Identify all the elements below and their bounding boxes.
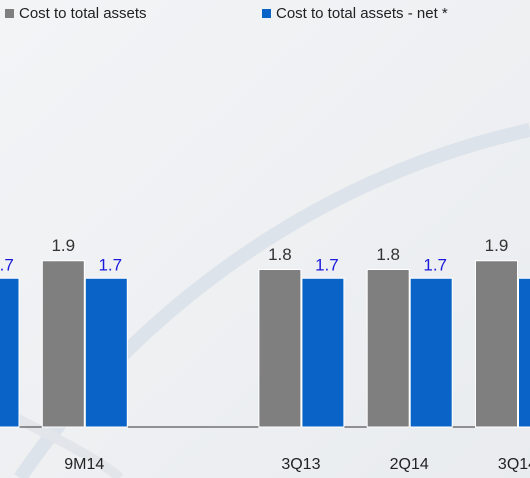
data-label: 1.9 <box>485 236 509 255</box>
bar <box>301 277 345 428</box>
legend-label: Cost to total assets - net * <box>276 5 448 22</box>
data-label: 1.8 <box>376 245 400 264</box>
data-label: 1.7 <box>315 256 339 275</box>
data-label: 1.7 <box>98 256 122 275</box>
legend-swatch <box>262 9 271 18</box>
bar <box>475 260 518 428</box>
bar <box>409 277 453 428</box>
data-label: 1.7 <box>423 256 447 275</box>
x-tick-label: 2Q14 <box>390 456 429 473</box>
data-label: 1.8 <box>268 245 292 264</box>
bar <box>258 269 302 428</box>
bar <box>0 277 20 428</box>
legend-swatch <box>5 9 14 18</box>
bar <box>84 277 128 428</box>
data-label: 1.7 <box>0 256 14 275</box>
bar <box>518 277 530 428</box>
legend-label: Cost to total assets <box>19 5 147 22</box>
x-tick-label: 3Q14 <box>498 456 530 473</box>
legend: Cost to total assets Cost to total assets… <box>5 5 448 22</box>
bar <box>41 260 85 428</box>
x-tick-label: 9M14 <box>64 456 104 473</box>
data-label: 1.9 <box>51 236 75 255</box>
x-tick-label: 3Q13 <box>281 456 320 473</box>
bar <box>366 269 410 428</box>
